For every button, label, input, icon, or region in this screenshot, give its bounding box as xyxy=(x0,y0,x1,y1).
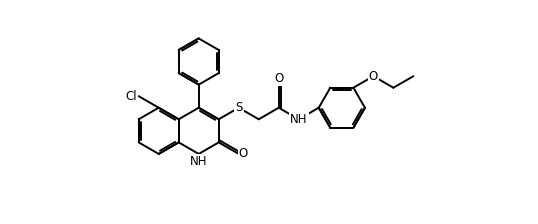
Text: NH: NH xyxy=(190,155,208,168)
Text: S: S xyxy=(235,101,243,114)
Text: O: O xyxy=(239,147,248,160)
Text: O: O xyxy=(274,72,284,85)
Text: O: O xyxy=(369,70,378,83)
Text: NH: NH xyxy=(290,113,308,126)
Text: Cl: Cl xyxy=(125,90,137,103)
